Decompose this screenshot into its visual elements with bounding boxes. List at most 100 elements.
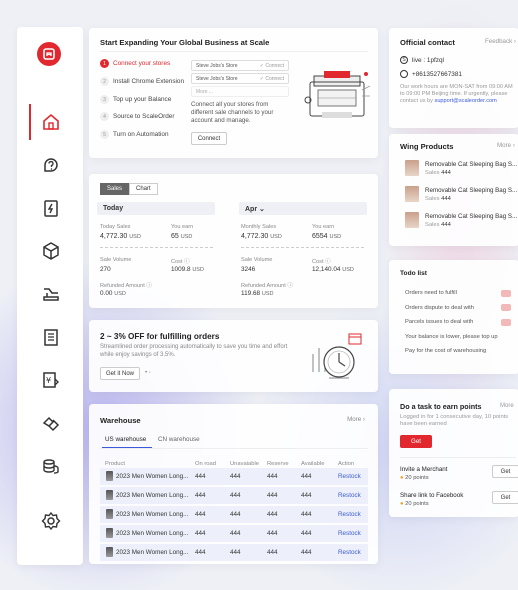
cell-available: 444 bbox=[301, 473, 312, 480]
wing-product-sales: Sales 444 bbox=[425, 196, 451, 202]
promo-description: Streamlined order processing automatical… bbox=[100, 344, 288, 358]
store-illustration-icon bbox=[304, 71, 371, 118]
monthly-cost-label: Cost ⓘ bbox=[312, 259, 331, 265]
table-row: 2023 Men Women Long... 444 444 444 444 Restoc… bbox=[100, 544, 368, 561]
get-it-now-button[interactable]: Get it Now bbox=[100, 367, 140, 380]
today-volume-value: 270 bbox=[100, 266, 111, 273]
restock-link[interactable]: Restock bbox=[338, 473, 361, 480]
step-connect-stores[interactable]: 1 Connect your stores bbox=[100, 59, 170, 68]
nav-products-box-icon[interactable] bbox=[31, 231, 71, 271]
whatsapp-contact[interactable]: +8613527667381 bbox=[400, 70, 462, 78]
invite-get-button[interactable]: Get bbox=[492, 465, 518, 478]
reward-share-points: ● 20 points bbox=[400, 501, 429, 507]
todo-item[interactable]: Orders dispute to deal with bbox=[395, 301, 515, 315]
share-get-button[interactable]: Get bbox=[492, 491, 518, 504]
table-row: 2023 Men Women Long... 444 444 444 444 Restoc… bbox=[100, 468, 368, 485]
wing-product-name[interactable]: Removable Cat Sleeping Bag S... bbox=[425, 161, 518, 168]
monthly-earn-value: 6554 USD bbox=[312, 233, 342, 240]
todo-item[interactable]: Parcels issues to deal with bbox=[395, 315, 515, 329]
task-card: Do a task to earn points More Logged in … bbox=[389, 389, 518, 517]
nav-ledger-icon[interactable] bbox=[31, 317, 71, 357]
tab-us-warehouse[interactable]: US warehouse bbox=[105, 436, 147, 443]
nav-partners-icon[interactable] bbox=[31, 403, 71, 443]
today-header: Today bbox=[97, 202, 215, 215]
task-description: Logged in for 1 consecutive day, 10 poin… bbox=[400, 414, 509, 428]
promo-card: 2 ~ 3% OFF for fulfilling orders Streaml… bbox=[89, 320, 378, 392]
connect-button[interactable]: Connect bbox=[191, 132, 227, 145]
tab-sales[interactable]: Sales bbox=[100, 183, 130, 195]
official-contact-card: Official contact Feedback › S live : 1pf… bbox=[389, 28, 518, 128]
carousel-dots[interactable]: • ◦ bbox=[145, 370, 151, 376]
step-automation[interactable]: 5 Turn on Automation bbox=[100, 130, 169, 139]
task-more-link[interactable]: More bbox=[500, 403, 514, 409]
more-stores-row[interactable]: More ... bbox=[191, 86, 289, 97]
cell-unavailable: 444 bbox=[230, 549, 241, 556]
feedback-link[interactable]: Feedback › bbox=[485, 38, 516, 45]
cell-product: 2023 Men Women Long... bbox=[116, 549, 189, 556]
step-source-scaleorder[interactable]: 4 Source to ScaleOrder bbox=[100, 112, 174, 121]
cell-on-road: 444 bbox=[195, 492, 206, 499]
cell-available: 444 bbox=[301, 511, 312, 518]
sales-view-toggle: Sales Chart bbox=[100, 183, 158, 195]
count-badge bbox=[501, 304, 511, 311]
contact-title: Official contact bbox=[400, 38, 455, 47]
store-row[interactable]: Steve Jobs's Store ✓ Connect bbox=[191, 73, 289, 84]
coin-icon: ● bbox=[400, 475, 404, 481]
cell-unavailable: 444 bbox=[230, 511, 241, 518]
wing-product-name[interactable]: Removable Cat Sleeping Bag S... bbox=[425, 213, 518, 220]
tab-cn-warehouse[interactable]: CN warehouse bbox=[158, 436, 200, 443]
product-thumbnail[interactable] bbox=[405, 186, 419, 202]
product-thumbnail[interactable] bbox=[405, 212, 419, 228]
cell-available: 444 bbox=[301, 549, 312, 556]
cell-product: 2023 Men Women Long... bbox=[116, 492, 189, 499]
month-select[interactable]: Apr ⌄ bbox=[239, 202, 367, 215]
todo-item[interactable]: Orders need to fulfill bbox=[395, 286, 515, 300]
nav-finance-icon[interactable]: ¥ bbox=[31, 360, 71, 400]
product-thumbnail bbox=[106, 490, 113, 500]
restock-link[interactable]: Restock bbox=[338, 549, 361, 556]
todo-item[interactable]: Pay for the cost of warehousing bbox=[405, 348, 487, 354]
nav-home-icon[interactable] bbox=[29, 102, 71, 142]
cell-product: 2023 Men Women Long... bbox=[116, 511, 189, 518]
today-cost-label: Cost ⓘ bbox=[171, 259, 190, 265]
store-row[interactable]: Steve Jobs's Store ✓ Connect bbox=[191, 60, 289, 71]
today-cost-value: 1009.8 USD bbox=[171, 266, 204, 273]
cell-available: 444 bbox=[301, 492, 312, 499]
brand-logo[interactable] bbox=[37, 42, 61, 66]
todo-title: Todo list bbox=[400, 270, 427, 277]
tab-chart[interactable]: Chart bbox=[129, 183, 158, 195]
restock-link[interactable]: Restock bbox=[338, 511, 361, 518]
skype-icon: S bbox=[400, 56, 408, 64]
claim-points-button[interactable]: Get bbox=[400, 435, 432, 448]
warehouse-more-link[interactable]: More › bbox=[347, 416, 365, 423]
product-thumbnail[interactable] bbox=[405, 160, 419, 176]
monthly-earn-label: You earn bbox=[312, 224, 335, 230]
cell-unavailable: 444 bbox=[230, 473, 241, 480]
restock-link[interactable]: Restock bbox=[338, 492, 361, 499]
col-action: Action bbox=[338, 461, 355, 467]
nav-points-icon[interactable] bbox=[31, 446, 71, 486]
cell-on-road: 444 bbox=[195, 511, 206, 518]
nav-settings-gear-icon[interactable] bbox=[31, 501, 71, 541]
getting-started-title: Start Expanding Your Global Business at … bbox=[100, 38, 270, 47]
step-install-extension[interactable]: 2 Install Chrome Extension bbox=[100, 77, 184, 86]
step-top-up-balance[interactable]: 3 Top up your Balance bbox=[100, 95, 171, 104]
cell-unavailable: 444 bbox=[230, 492, 241, 499]
today-sales-value: 4,772.30 USD bbox=[100, 233, 141, 240]
restock-link[interactable]: Restock bbox=[338, 530, 361, 537]
getting-started-card: Start Expanding Your Global Business at … bbox=[89, 28, 378, 158]
wing-product-name[interactable]: Removable Cat Sleeping Bag S... bbox=[425, 187, 518, 194]
cell-reserve: 444 bbox=[267, 511, 278, 518]
nav-orders-icon[interactable] bbox=[31, 188, 71, 228]
col-reserve: Reserve bbox=[267, 461, 289, 467]
nav-help-icon[interactable] bbox=[31, 145, 71, 185]
todo-item[interactable]: Your balance is lower, please top up bbox=[405, 333, 498, 340]
warehouse-card: Warehouse More › US warehouse CN warehou… bbox=[89, 404, 378, 564]
nav-shipping-icon[interactable] bbox=[31, 274, 71, 314]
clock-illustration-icon bbox=[312, 333, 362, 379]
support-email-link[interactable]: support@scaleorder.com bbox=[434, 98, 497, 105]
coin-icon: ● bbox=[400, 501, 404, 507]
table-row: 2023 Men Women Long... 444 444 444 444 Restoc… bbox=[100, 525, 368, 542]
wing-more-link[interactable]: More › bbox=[497, 142, 515, 149]
skype-contact[interactable]: S live : 1pfzql bbox=[400, 56, 444, 64]
